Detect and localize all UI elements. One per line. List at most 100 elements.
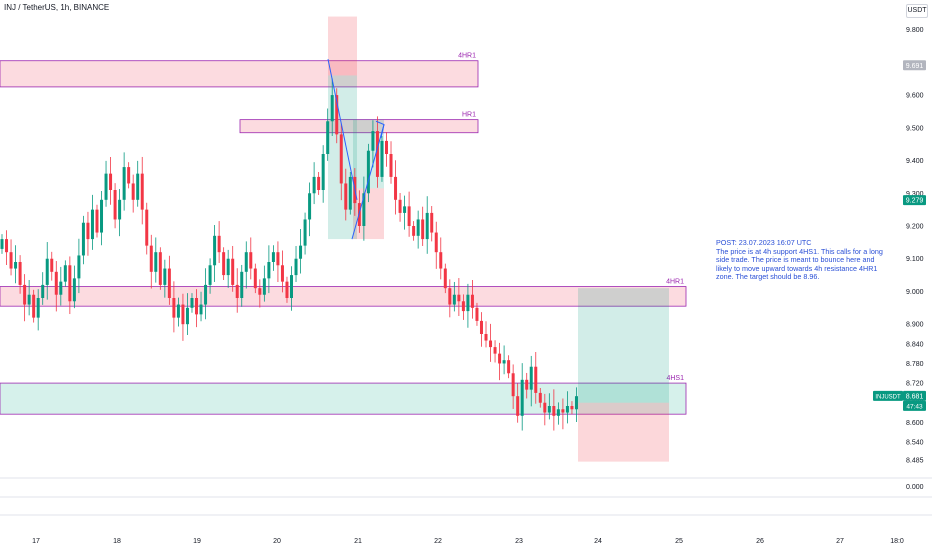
candle-body [312,176,316,194]
candle-body [412,226,416,236]
candle-body [380,140,384,177]
zone-label: HR1 [462,112,476,119]
price-tick-label: 8.780 [906,361,924,368]
candle-body [443,268,447,289]
candle-body [109,173,113,190]
price-label-badge [903,195,926,206]
candle-body [371,131,375,151]
candle-body [68,265,72,302]
candle-body [36,298,40,318]
time-tick-label: 20 [273,538,281,545]
candle-body [167,268,171,298]
candle-body [525,379,529,390]
candle-body [185,307,189,325]
candle-body [498,353,502,364]
price-tick-label: 8.600 [906,420,924,427]
candle-body [366,150,370,194]
candle-body [0,239,4,249]
candle-body [276,252,280,266]
candle-body [534,366,538,393]
candle-body [90,209,94,240]
trade-target-box[interactable] [578,288,669,403]
candle-body [570,406,574,410]
candle-body [59,281,63,295]
zone-hr1[interactable] [239,119,479,134]
time-tick-label: 17 [32,538,40,545]
price-tick-label: 8.540 [906,440,924,447]
candle-body [556,409,560,416]
note-date: POST: 23.07.2023 16:07 UTC [716,238,812,247]
symbol-tag [873,390,903,401]
price-tick-label: 9.300 [906,191,924,198]
candle-body [122,167,126,200]
zone-4hr1[interactable] [0,286,687,307]
price-tick-label: 9.600 [906,93,924,100]
candle-body [154,252,158,272]
candle-body [190,298,194,308]
price-tick-label: 9.500 [906,125,924,132]
candle-body [77,255,81,279]
candle-body [389,154,393,177]
candle-body [131,183,135,200]
candle-body [461,301,465,312]
candle-body [253,268,257,289]
candle-body [547,406,551,413]
candle-body [493,347,497,354]
time-tick-label: 26 [756,538,764,545]
currency-button[interactable]: USDT [906,4,928,18]
countdown-text: 47:43 [906,403,923,410]
zone-label: 4HS1 [666,375,684,382]
candle-body [362,193,366,226]
zone-label: 4HR1 [458,53,476,60]
candle-body [303,219,307,246]
time-tick-label: 18:0 [890,538,904,545]
candle-body [285,281,289,298]
candle-body [9,252,13,269]
candle-body [45,258,49,285]
candle-body [176,304,180,318]
price-label-badge [903,60,926,71]
candle-body [344,183,348,210]
candle-body [502,360,506,364]
candle-body [95,209,99,233]
candle-body [339,134,343,184]
candle-body [81,222,85,256]
candle-body [217,235,221,253]
candle-body [235,284,239,298]
candle-body [258,288,262,295]
candle-body [452,294,456,305]
price-tick-label: 9.400 [906,158,924,165]
volume-scale-label: 0.000 [906,484,924,491]
time-tick-label: 21 [354,538,362,545]
candle-body [204,284,208,305]
zone-4hr1[interactable] [0,60,479,88]
candle-body [50,258,54,272]
candle-body [407,206,411,226]
candle-body [398,199,402,213]
candle-body [574,396,578,410]
candle-body [489,340,493,348]
candle-body [113,190,117,220]
candle-body [299,245,303,259]
candle-body [434,232,438,253]
candle-body [231,258,235,285]
candle-body [222,252,226,276]
drawing-arrow-up[interactable] [351,124,385,240]
candle-body [543,402,547,413]
candle-body [290,275,293,298]
drawings-layer [327,58,385,240]
candle-body [403,206,407,213]
trade-stop-box[interactable] [328,16,357,76]
candle-body [41,284,45,298]
trade-stop-box[interactable] [578,402,669,462]
candle-body [394,176,398,200]
candle-body [321,154,325,190]
arrow-head [375,120,385,138]
candle-body [195,298,199,315]
price-axis: 9.800 9.600 9.500 9.400 9.300 9.200 9.100 9.000… [873,27,926,491]
candles-layer [0,78,578,431]
drawing-arrow-down[interactable] [327,58,358,200]
candle-body [384,140,388,154]
time-tick-label: 19 [193,538,201,545]
